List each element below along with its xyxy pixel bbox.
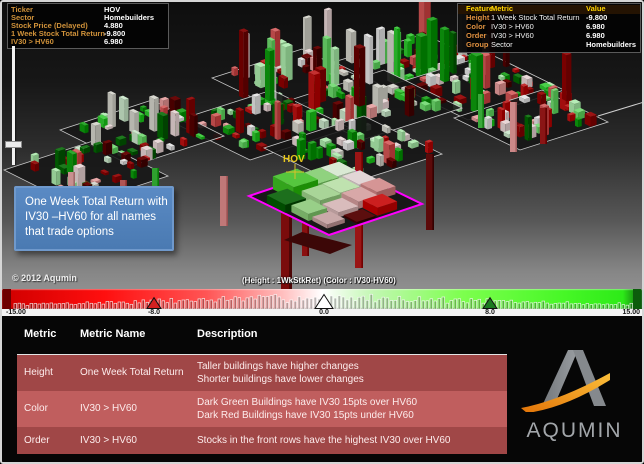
feature-value: Homebuilders [586, 40, 637, 49]
info-label: Stock Price (Delayed) [11, 21, 88, 30]
info-label: Ticker [11, 5, 33, 14]
feature-value: 6.980 [586, 22, 605, 31]
header-value: Value [586, 4, 606, 13]
info-row: 1 Week Stock Total Return -9.800 [11, 30, 165, 38]
axis-legend-text: (Height : 1WkStkRet) (Color : IV30-HV60) [242, 276, 396, 285]
feature-row: Height 1 Week Stock Total Return -9.800 [458, 14, 640, 23]
feature-panel-header: Feature Metric Value [458, 5, 640, 14]
header-feature: Feature [466, 4, 494, 13]
cell-metric-name: IV30 > HV60 [80, 434, 137, 446]
feature-metric: IV30 > HV60 [491, 31, 534, 40]
feature-metric-panel: Feature Metric Value Height 1 Week Stock… [457, 3, 641, 53]
tick-label: -15.00 [6, 309, 26, 316]
info-value: Homebuilders [104, 13, 155, 22]
cell-metric-name: One Week Total Return [80, 367, 184, 379]
aqumin-logo: AQUMIN [507, 346, 642, 458]
tick-label: -8.0 [147, 309, 161, 316]
info-value: 6.980 [104, 37, 123, 46]
feature-name: Height [466, 13, 490, 22]
col-header-metric: Metric [24, 328, 57, 340]
callout-line: IV30 –HV60 for all names [25, 211, 157, 223]
color-scale-overlay [3, 289, 641, 310]
feature-value: -9.800 [586, 13, 608, 22]
table-body: Height One Week Total Return Taller buil… [17, 354, 507, 454]
feature-name: Order [466, 31, 487, 40]
info-value: 4.880 [104, 21, 123, 30]
info-label: 1 Week Stock Total Return [11, 29, 105, 38]
info-value: -9.800 [104, 29, 126, 38]
feature-metric: Sector [491, 40, 513, 49]
legend-area: Metric Metric Name Description Height On… [2, 316, 642, 462]
info-row: Sector Homebuilders [11, 14, 165, 22]
cell-metric: Order [24, 434, 50, 446]
info-row: Ticker HOV [11, 6, 165, 14]
selected-ticker-label: HOV [283, 154, 305, 165]
feature-row: Order IV30 > HV60 6.980 [458, 32, 640, 41]
header-metric: Metric [491, 4, 514, 13]
feature-metric: 1 Week Stock Total Return [491, 13, 580, 22]
col-header-description: Description [197, 328, 258, 340]
cell-metric: Color [24, 403, 48, 415]
zoom-slider-handle[interactable] [5, 141, 22, 148]
feature-row: Color IV30 > HV60 6.980 [458, 23, 640, 32]
colorbar-marker-high[interactable] [482, 296, 498, 309]
scale-min-cap [3, 289, 11, 309]
colorbar-marker-low[interactable] [146, 296, 162, 309]
tick-label: 15.00 [622, 309, 640, 316]
3d-city-viewport[interactable]: HOV Ticker HOV Sector Homebuilders Stock P… [2, 2, 642, 289]
info-value: HOV [104, 5, 121, 14]
tick-label: 0.0 [319, 309, 329, 316]
selection-crosshair-icon [286, 164, 304, 179]
col-header-metric-name: Metric Name [80, 328, 146, 340]
cell-metric-name: IV30 > HV60 [80, 403, 137, 415]
color-scale-bar[interactable] [2, 289, 642, 310]
feature-row: Group Sector Homebuilders [458, 41, 640, 50]
callout-line: that trade options [25, 226, 114, 238]
city-buildings [2, 2, 642, 289]
info-label: IV30 > HV60 [11, 37, 54, 46]
feature-metric: IV30 > HV60 [491, 22, 534, 31]
scale-tick-strip: -15.00 -8.0 0.0 8.0 15.00 [2, 309, 642, 316]
copyright-text: © 2012 Aqumin [12, 273, 77, 283]
table-row-height: Height One Week Total Return Taller buil… [17, 355, 507, 391]
feature-value: 6.980 [586, 31, 605, 40]
table-row-order: Order IV30 > HV60 Stocks in the front ro… [17, 427, 507, 454]
metric-legend-table: Metric Metric Name Description Height On… [17, 328, 507, 454]
table-row-color: Color IV30 > HV60 Dark Green Buildings h… [17, 391, 507, 427]
zoom-slider-track[interactable] [12, 46, 15, 165]
cell-description: Stocks in the front rows have the highes… [197, 434, 451, 446]
tick-label: 8.0 [485, 309, 495, 316]
info-row: IV30 > HV60 6.980 [11, 38, 165, 46]
info-row: Stock Price (Delayed) 4.880 [11, 22, 165, 30]
cell-description: Taller buildings have higher changes Shor… [197, 360, 364, 386]
colorbar-marker-mid[interactable] [314, 293, 334, 309]
cell-metric: Height [24, 367, 53, 379]
feature-name: Group [466, 40, 489, 49]
feature-name: Color [466, 22, 486, 31]
annotation-callout: One Week Total Return with IV30 –HV60 fo… [14, 186, 174, 251]
aqumin-logo-icon [521, 350, 610, 413]
aqumin-logo-text: AQUMIN [526, 419, 623, 442]
cell-description: Dark Green Buildings have IV30 15pts ove… [197, 396, 418, 422]
info-label: Sector [11, 13, 35, 22]
stock-info-panel: Ticker HOV Sector Homebuilders Stock Price… [7, 3, 169, 49]
3d-city-scene[interactable]: HOV [2, 2, 642, 289]
scale-max-cap [633, 289, 641, 309]
table-header-row: Metric Metric Name Description [17, 328, 507, 340]
callout-line: One Week Total Return with [25, 196, 168, 208]
